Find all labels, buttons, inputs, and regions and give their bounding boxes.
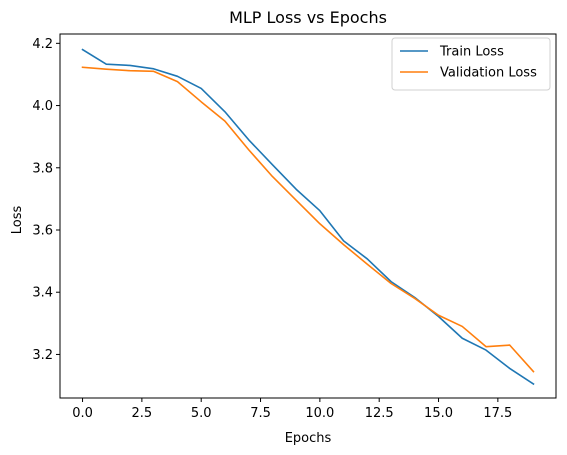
x-tick-label: 7.5 bbox=[250, 406, 271, 421]
x-tick-label: 15.0 bbox=[424, 406, 453, 421]
y-tick-label: 3.6 bbox=[32, 224, 53, 239]
legend: Train Loss Validation Loss bbox=[391, 37, 551, 91]
x-tick-label: 10.0 bbox=[305, 406, 334, 421]
y-tick-label: 4.2 bbox=[32, 37, 53, 52]
legend-label: Validation Loss bbox=[440, 66, 537, 81]
plot-area: 0.0 2.5 5.0 7.5 10.0 12.5 15.0 17.5 3.2 3.4 3.6 3.8… bbox=[32, 33, 557, 421]
x-tick-label: 0.0 bbox=[72, 406, 93, 421]
legend-box bbox=[391, 37, 551, 91]
series-line-validation-loss bbox=[81, 66, 535, 373]
y-tick-label: 3.8 bbox=[32, 161, 53, 176]
x-tick-label: 2.5 bbox=[132, 406, 153, 421]
plot-frame bbox=[59, 33, 557, 399]
x-axis-label: Epochs bbox=[285, 431, 332, 446]
legend-label: Train Loss bbox=[439, 45, 504, 60]
chart-title: MLP Loss vs Epochs bbox=[229, 8, 387, 27]
x-tick-label: 12.5 bbox=[365, 406, 394, 421]
x-tick-label: 17.5 bbox=[483, 406, 512, 421]
series-line-train-loss bbox=[81, 48, 535, 386]
y-axis-label: Loss bbox=[10, 206, 25, 235]
y-tick-label: 3.2 bbox=[32, 348, 53, 363]
y-tick-label: 3.4 bbox=[32, 286, 53, 301]
y-tick-label: 4.0 bbox=[32, 99, 53, 114]
x-tick-label: 5.0 bbox=[191, 406, 212, 421]
